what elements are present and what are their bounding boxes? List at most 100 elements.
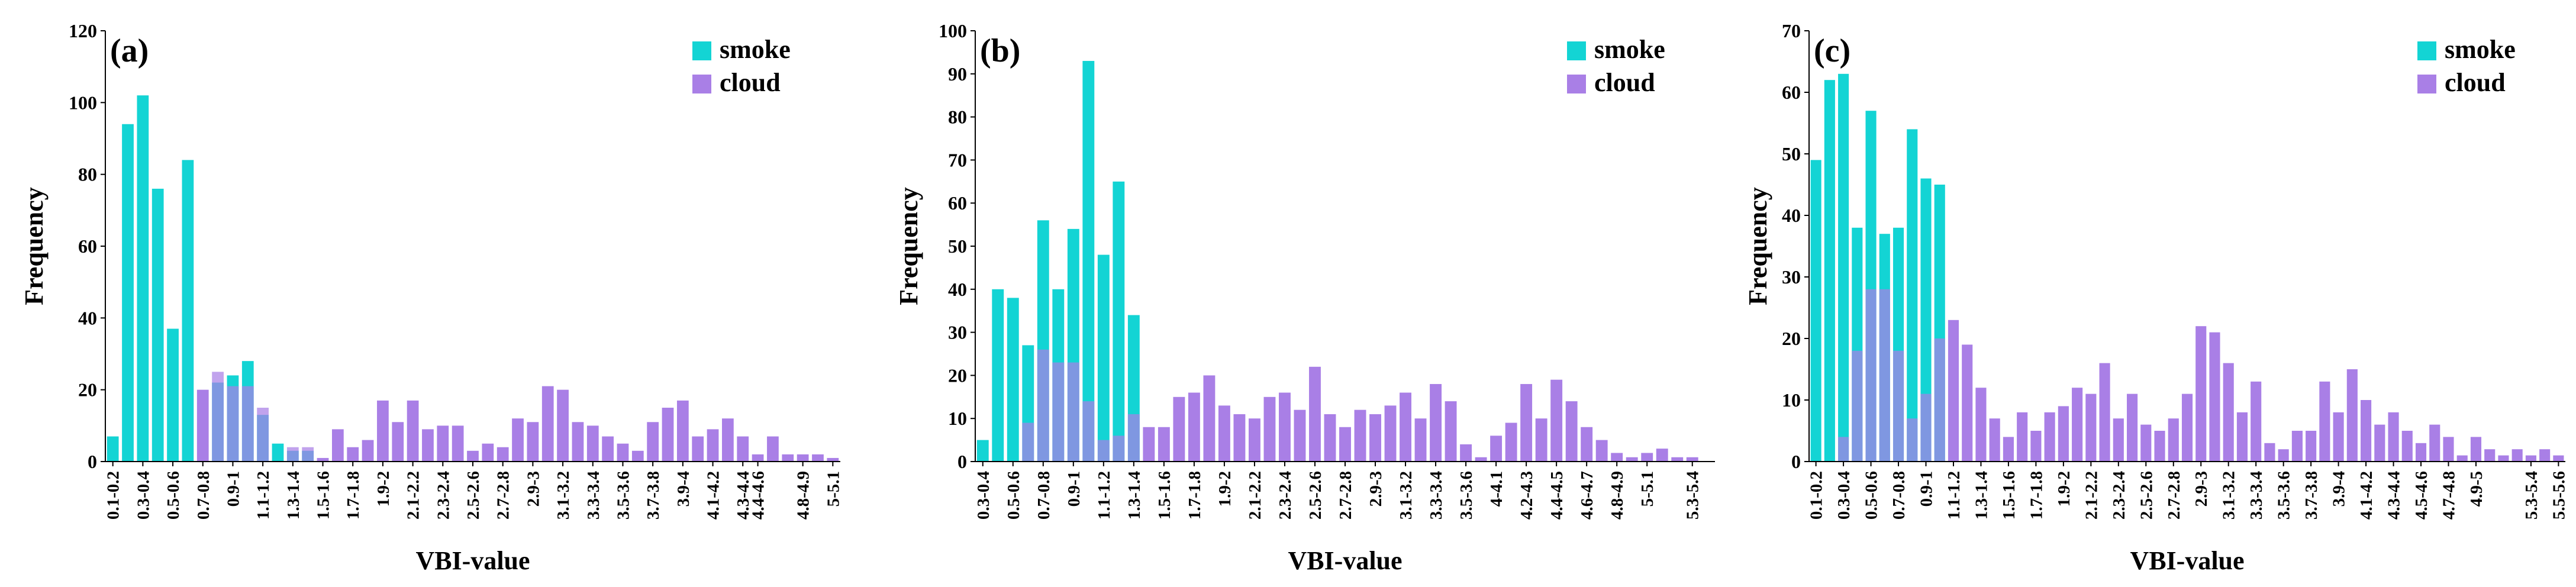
bar-cloud-4.4-4.5 bbox=[1550, 379, 1563, 462]
bar-cloud-1.4-1.5 bbox=[1143, 427, 1155, 462]
bar-cloud-3.8-3.9 bbox=[2319, 381, 2330, 462]
x-tick-label: 2.9-3 bbox=[524, 471, 543, 507]
x-tick-label: 4.8-4.9 bbox=[794, 471, 813, 520]
bar-cloud-2-2.1 bbox=[392, 422, 404, 462]
bar-cloud-1.2-1.3 bbox=[1962, 344, 1973, 462]
bar-cloud-2.7-2.8 bbox=[2168, 418, 2179, 462]
panel-tag: (b) bbox=[980, 33, 1020, 69]
x-tick-label: 2.3-2.4 bbox=[1276, 471, 1295, 520]
bar-cloud-5.2-5.3 bbox=[2511, 449, 2523, 462]
legend-swatch-cloud bbox=[2417, 75, 2436, 93]
bar-cloud-2.6-2.7 bbox=[2154, 431, 2165, 462]
bar-cloud-1.6-1.7 bbox=[331, 429, 344, 462]
y-tick-label: 20 bbox=[948, 365, 967, 386]
bar-cloud-0.7-0.8 bbox=[196, 389, 209, 462]
bar-cloud-3.8-3.9 bbox=[662, 408, 674, 462]
x-tick-label: 0.5-0.6 bbox=[1004, 471, 1023, 520]
x-tick-label: 4.3-4.4 bbox=[2385, 471, 2404, 520]
bar-cloud-1.9-2 bbox=[1218, 405, 1230, 462]
x-tick-label: 4.2-4.3 bbox=[1517, 471, 1536, 520]
bar-cloud-5.4-5.5 bbox=[2539, 449, 2551, 462]
bar-cloud-3-3.1 bbox=[2209, 332, 2220, 462]
bar-cloud-5-5.1 bbox=[1641, 453, 1653, 462]
y-tick-label: 30 bbox=[1782, 266, 1801, 288]
bar-cloud-4-4.1 bbox=[1490, 436, 1503, 462]
bar-cloud-1.7-1.8 bbox=[347, 447, 359, 462]
x-tick-label: 1.9-2 bbox=[374, 471, 393, 507]
bar-cloud-5.5-5.6 bbox=[2553, 455, 2564, 462]
x-tick-label: 2.7-2.8 bbox=[1336, 471, 1355, 520]
x-tick-label: 5-5.1 bbox=[824, 471, 843, 507]
x-tick-label: 5.3-5.4 bbox=[2522, 471, 2541, 520]
bar-cloud-0.8-0.9 bbox=[1907, 418, 1918, 462]
y-tick-label: 10 bbox=[1782, 389, 1801, 411]
bar-cloud-4.6-4.7 bbox=[2429, 424, 2440, 462]
bar-cloud-2.8-2.9 bbox=[1354, 409, 1366, 462]
bar-smoke-0.4-0.5 bbox=[151, 188, 164, 462]
bar-cloud-3-3.1 bbox=[541, 386, 554, 462]
bar-cloud-4.3-4.4 bbox=[737, 436, 749, 462]
bar-smoke-0.3-0.4 bbox=[1838, 73, 1849, 462]
y-tick-label: 60 bbox=[948, 192, 967, 214]
x-tick-label: 0.9-1 bbox=[1065, 471, 1084, 507]
x-tick-label: 3.7-3.8 bbox=[644, 471, 663, 520]
bar-cloud-1.8-1.9 bbox=[362, 440, 374, 462]
bar-cloud-2.4-2.5 bbox=[1294, 409, 1306, 462]
x-tick-label: 0.5-0.6 bbox=[1862, 471, 1881, 520]
bar-cloud-4.6-4.7 bbox=[1581, 427, 1593, 462]
chart-panel-b: 0 10 20 30 40 50 60 70 80 90 100 0.3-0.4 0.5-0.6 0.7-… bbox=[875, 0, 1733, 587]
x-tick-label: 3.9-4 bbox=[2330, 471, 2349, 507]
x-tick-label: 0.1-0.2 bbox=[104, 471, 123, 520]
bar-cloud-3.5-3.6 bbox=[2278, 449, 2289, 462]
x-tick-label: 4.1-4.2 bbox=[2357, 471, 2376, 520]
bar-cloud-4.8-4.9 bbox=[2456, 455, 2468, 462]
x-tick-label: 1.7-1.8 bbox=[1185, 471, 1204, 520]
bar-cloud-4.6-4.7 bbox=[767, 436, 779, 462]
bar-cloud-4.5-4.6 bbox=[1565, 401, 1578, 462]
x-tick-label: 0.1-0.2 bbox=[1807, 471, 1826, 520]
bar-cloud-1.2-1.3 bbox=[1113, 436, 1125, 462]
bar-cloud-0.9-1 bbox=[1067, 362, 1079, 462]
bar-smoke-0.1-0.2 bbox=[107, 436, 119, 462]
x-axis-title: VBI-value bbox=[1288, 546, 1402, 575]
bar-cloud-4.9-5 bbox=[1626, 457, 1638, 462]
bar-cloud-1.8-1.9 bbox=[1203, 375, 1216, 462]
bar-smoke-1.2-1.3 bbox=[272, 443, 284, 462]
bar-cloud-1-1.1 bbox=[241, 386, 254, 462]
bar-cloud-2.5-2.6 bbox=[1309, 366, 1321, 462]
x-tick-label: 1.9-2 bbox=[2055, 471, 2074, 507]
bar-cloud-4.9-5 bbox=[2470, 437, 2482, 462]
bar-cloud-3.1-3.2 bbox=[557, 389, 569, 462]
bar-cloud-2.1-2.2 bbox=[1248, 418, 1260, 462]
x-tick-label: 1.1-1.2 bbox=[1945, 471, 1964, 520]
bar-cloud-3.1-3.2 bbox=[2223, 363, 2234, 462]
x-tick-label: 4.1-4.2 bbox=[704, 471, 723, 520]
bar-cloud-4-4.1 bbox=[2346, 369, 2358, 462]
legend-label-cloud: cloud bbox=[1594, 68, 1655, 97]
chart-b-svg: 0 10 20 30 40 50 60 70 80 90 100 0.3-0.4 0.5-0.6 0.7-… bbox=[894, 20, 1715, 575]
panel-tag: (a) bbox=[110, 33, 149, 69]
bar-cloud-3.4-3.5 bbox=[602, 436, 614, 462]
bar-cloud-0.4-0.5 bbox=[1852, 350, 1863, 462]
legend-label-smoke: smoke bbox=[1594, 35, 1665, 64]
y-tick-label: 60 bbox=[1782, 82, 1801, 103]
x-tick-label: 2.5-2.6 bbox=[1306, 471, 1325, 520]
x-tick-label: 1.7-1.8 bbox=[344, 471, 363, 520]
y-tick-label: 50 bbox=[948, 236, 967, 257]
bar-cloud-4.4-4.6 bbox=[752, 454, 764, 462]
bar-cloud-2.3-2.4 bbox=[437, 425, 449, 462]
bar-cloud-0.8-0.9 bbox=[1052, 362, 1065, 462]
bar-cloud-4.8-4.9 bbox=[797, 454, 809, 462]
x-tick-label: 1.7-1.8 bbox=[2027, 471, 2046, 520]
bar-cloud-2.2-2.3 bbox=[2099, 363, 2110, 462]
y-tick-label: 10 bbox=[948, 408, 967, 429]
x-tick-label: 2.7-2.8 bbox=[494, 471, 513, 520]
bar-cloud-3.6-4 bbox=[1475, 457, 1487, 462]
x-tick-label: 3.9-4 bbox=[674, 471, 693, 507]
bar-cloud-2.5-2.6 bbox=[2140, 424, 2152, 462]
y-axis-title: Frequency bbox=[1743, 187, 1772, 305]
bar-cloud-2.1-2.2 bbox=[407, 400, 419, 462]
panel-tag: (c) bbox=[1814, 33, 1850, 69]
legend-swatch-smoke bbox=[2417, 41, 2436, 60]
x-tick-label: 3.7-3.8 bbox=[2302, 471, 2321, 520]
